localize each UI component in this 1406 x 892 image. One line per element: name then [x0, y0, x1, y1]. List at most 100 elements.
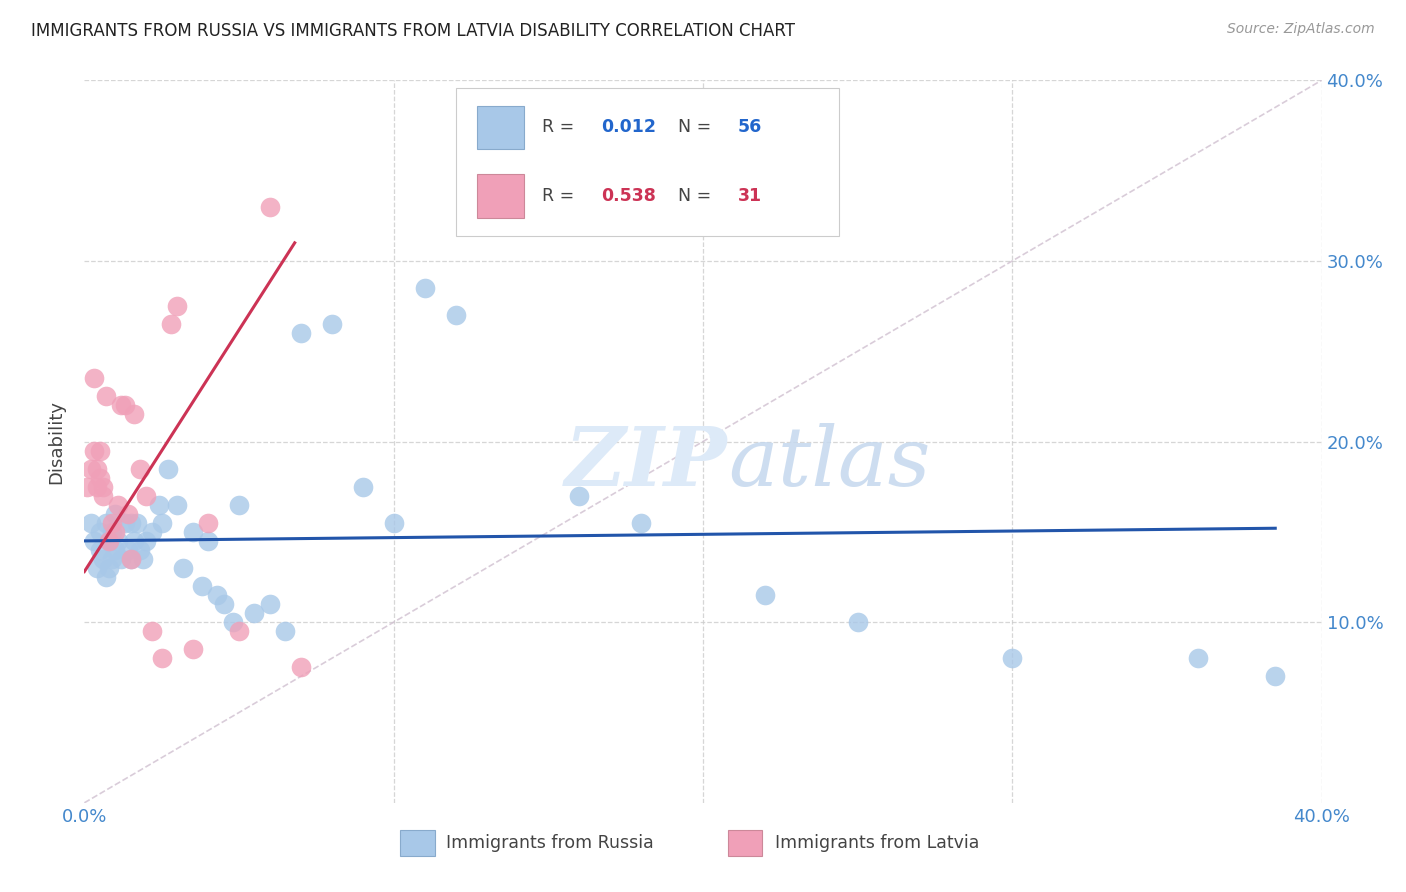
Point — [150, 516, 173, 530]
Point — [197, 516, 219, 530]
Point — [172, 561, 194, 575]
Text: Source: ZipAtlas.com: Source: ZipAtlas.com — [1227, 22, 1375, 37]
Point — [79, 516, 101, 530]
Point — [110, 398, 132, 412]
Text: Immigrants from Russia: Immigrants from Russia — [446, 833, 654, 852]
Point — [132, 552, 155, 566]
Point — [212, 597, 235, 611]
Point — [86, 480, 108, 494]
Point — [89, 542, 111, 557]
Point — [160, 317, 183, 331]
Point — [274, 624, 297, 639]
Point — [321, 317, 343, 331]
Point — [243, 606, 266, 620]
Point — [135, 489, 157, 503]
Point — [83, 533, 105, 548]
Point — [114, 516, 136, 530]
Point — [156, 461, 179, 475]
Point — [117, 507, 139, 521]
Text: R =: R = — [543, 187, 579, 205]
Point — [104, 542, 127, 557]
Point — [86, 461, 108, 475]
Text: 31: 31 — [738, 187, 762, 205]
Text: 0.012: 0.012 — [602, 119, 657, 136]
Point — [135, 533, 157, 548]
Point — [120, 516, 142, 530]
Text: 0.538: 0.538 — [602, 187, 657, 205]
Point — [228, 624, 250, 639]
Point — [122, 533, 145, 548]
Point — [444, 308, 467, 322]
Point — [181, 642, 204, 657]
Point — [107, 498, 129, 512]
Point — [101, 524, 124, 539]
Point — [101, 516, 124, 530]
Point — [568, 489, 591, 503]
Point — [181, 524, 204, 539]
Text: atlas: atlas — [728, 423, 931, 503]
FancyBboxPatch shape — [477, 174, 523, 218]
Point — [1264, 669, 1286, 683]
Point — [382, 516, 405, 530]
Point — [191, 579, 214, 593]
Point — [259, 597, 281, 611]
Point — [98, 533, 121, 548]
Point — [222, 615, 245, 630]
Point — [122, 408, 145, 422]
Y-axis label: Disability: Disability — [48, 400, 66, 483]
Point — [846, 615, 869, 630]
FancyBboxPatch shape — [456, 87, 839, 235]
Point — [117, 542, 139, 557]
Point — [91, 552, 114, 566]
Point — [141, 524, 163, 539]
Point — [107, 533, 129, 548]
Text: N =: N = — [678, 187, 717, 205]
Point — [1001, 651, 1024, 665]
Point — [506, 209, 529, 223]
Point — [197, 533, 219, 548]
Point — [352, 480, 374, 494]
Point — [141, 624, 163, 639]
Point — [630, 516, 652, 530]
Point — [101, 552, 124, 566]
Point — [83, 371, 105, 385]
Point — [79, 461, 101, 475]
Point — [692, 136, 714, 151]
Point — [94, 570, 117, 584]
Point — [148, 498, 170, 512]
Point — [259, 200, 281, 214]
Point — [89, 471, 111, 485]
Point — [94, 516, 117, 530]
Point — [91, 489, 114, 503]
Point — [228, 498, 250, 512]
Point — [150, 651, 173, 665]
Point — [129, 542, 152, 557]
Text: Immigrants from Latvia: Immigrants from Latvia — [775, 833, 979, 852]
Point — [125, 516, 148, 530]
FancyBboxPatch shape — [728, 830, 762, 855]
Point — [166, 498, 188, 512]
Point — [754, 588, 776, 602]
Point — [166, 299, 188, 313]
Point — [290, 326, 312, 340]
Point — [83, 443, 105, 458]
Point — [104, 507, 127, 521]
Point — [120, 552, 142, 566]
Point — [104, 524, 127, 539]
Text: R =: R = — [543, 119, 579, 136]
Point — [98, 533, 121, 548]
FancyBboxPatch shape — [477, 105, 523, 149]
Text: 56: 56 — [738, 119, 762, 136]
Point — [94, 389, 117, 403]
Point — [114, 398, 136, 412]
Point — [413, 281, 436, 295]
Point — [86, 561, 108, 575]
Point — [89, 524, 111, 539]
Point — [89, 443, 111, 458]
Point — [1187, 651, 1209, 665]
Text: ZIP: ZIP — [565, 423, 728, 503]
FancyBboxPatch shape — [399, 830, 434, 855]
Point — [207, 588, 229, 602]
Point — [76, 480, 98, 494]
Point — [290, 660, 312, 674]
